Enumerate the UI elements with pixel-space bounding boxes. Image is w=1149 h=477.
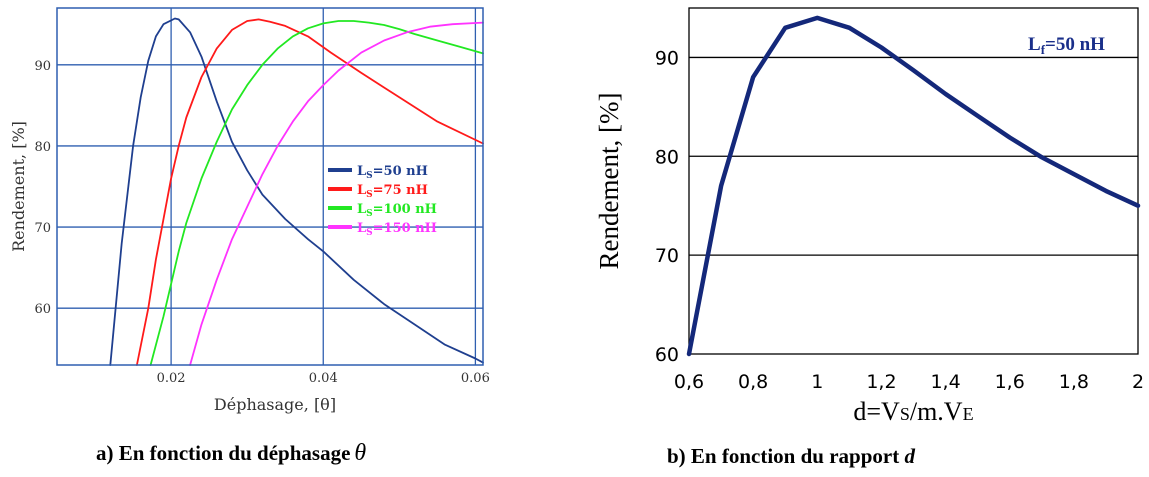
chart-a-x-tick-label: 0.02 bbox=[157, 371, 186, 386]
caption-b-d-symbol: d bbox=[904, 444, 915, 468]
chart-a-series-lines bbox=[109, 17, 484, 366]
chart-a-y-tick-label: 60 bbox=[34, 302, 51, 317]
chart-b-rapport: 0,6 0,8 1 1,2 1,4 1,6 1,8 2 60 70 80 90 Lf=50 nH d=… bbox=[594, 7, 1144, 426]
chart-b-x-tick-label: 1,4 bbox=[930, 371, 960, 393]
chart-b-y-tick-label: 80 bbox=[655, 146, 679, 168]
chart-b-x-tick-label: 0,8 bbox=[738, 371, 768, 393]
caption-a-text: a) En fonction du déphasage bbox=[96, 441, 351, 465]
chart-a-series-line-0 bbox=[109, 17, 484, 366]
chart-a-y-tick-label: 90 bbox=[34, 59, 51, 74]
chart-b-gridlines bbox=[689, 56, 1138, 256]
chart-a-legend-label: LS=150 nH bbox=[357, 221, 437, 238]
chart-b-frame bbox=[688, 7, 1139, 355]
chart-b-series-lines bbox=[686, 15, 1141, 357]
chart-b-x-tick-label: 1,6 bbox=[995, 371, 1025, 393]
chart-a-legend-label: LS=100 nH bbox=[357, 202, 437, 219]
chart-a-series-line-2 bbox=[149, 20, 484, 366]
chart-b-x-tick-label: 2 bbox=[1132, 371, 1144, 393]
chart-a-y-axis-label: Rendement, [%] bbox=[9, 121, 28, 252]
chart-a-legend: LS=50 nH LS=75 nH LS=100 nH LS=150 nH bbox=[328, 164, 437, 238]
chart-a-frame bbox=[56, 7, 484, 366]
chart-a-x-tick-label: 0.06 bbox=[461, 371, 490, 386]
chart-a-y-tick-label: 80 bbox=[34, 140, 51, 155]
chart-b-y-tick-label: 70 bbox=[655, 245, 679, 267]
chart-b-y-tick-label: 60 bbox=[655, 344, 679, 366]
chart-b-x-tick-label: 1,8 bbox=[1059, 371, 1089, 393]
chart-b-x-tick-label: 1,2 bbox=[866, 371, 896, 393]
chart-a-y-tick-label: 70 bbox=[34, 221, 51, 236]
caption-a: a) En fonction du déphasage θ bbox=[96, 440, 366, 467]
chart-a-gridlines bbox=[57, 8, 483, 365]
chart-b-series-line-0 bbox=[686, 15, 1141, 357]
caption-b-text: b) En fonction du rapport bbox=[667, 444, 900, 468]
chart-b-y-tick-label: 90 bbox=[655, 47, 679, 69]
chart-b-tick-labels: 0,6 0,8 1 1,2 1,4 1,6 1,8 2 60 70 80 90 bbox=[655, 47, 1144, 393]
chart-b-x-tick-label: 1 bbox=[811, 371, 823, 393]
chart-a-legend-label: LS=50 nH bbox=[357, 164, 428, 181]
chart-a-x-axis-label: Déphasage, [θ] bbox=[214, 395, 336, 414]
chart-b-y-axis-label: Rendement, [%] bbox=[594, 93, 624, 270]
chart-a-series-line-1 bbox=[135, 18, 484, 366]
chart-a-legend-label: LS=75 nH bbox=[357, 183, 428, 200]
chart-b-annotation: Lf=50 nH bbox=[1028, 34, 1105, 57]
chart-a-series-line-3 bbox=[189, 21, 484, 366]
chart-a-tick-labels: 0.02 0.04 0.06 60 70 80 90 bbox=[34, 59, 489, 386]
chart-a-x-tick-label: 0.04 bbox=[309, 371, 338, 386]
chart-b-x-axis-label: d=VS/m.VE bbox=[853, 397, 973, 426]
caption-a-theta-symbol: θ bbox=[354, 440, 367, 466]
caption-b: b) En fonction du rapport d bbox=[667, 444, 915, 469]
chart-b-x-tick-label: 0,6 bbox=[674, 371, 704, 393]
